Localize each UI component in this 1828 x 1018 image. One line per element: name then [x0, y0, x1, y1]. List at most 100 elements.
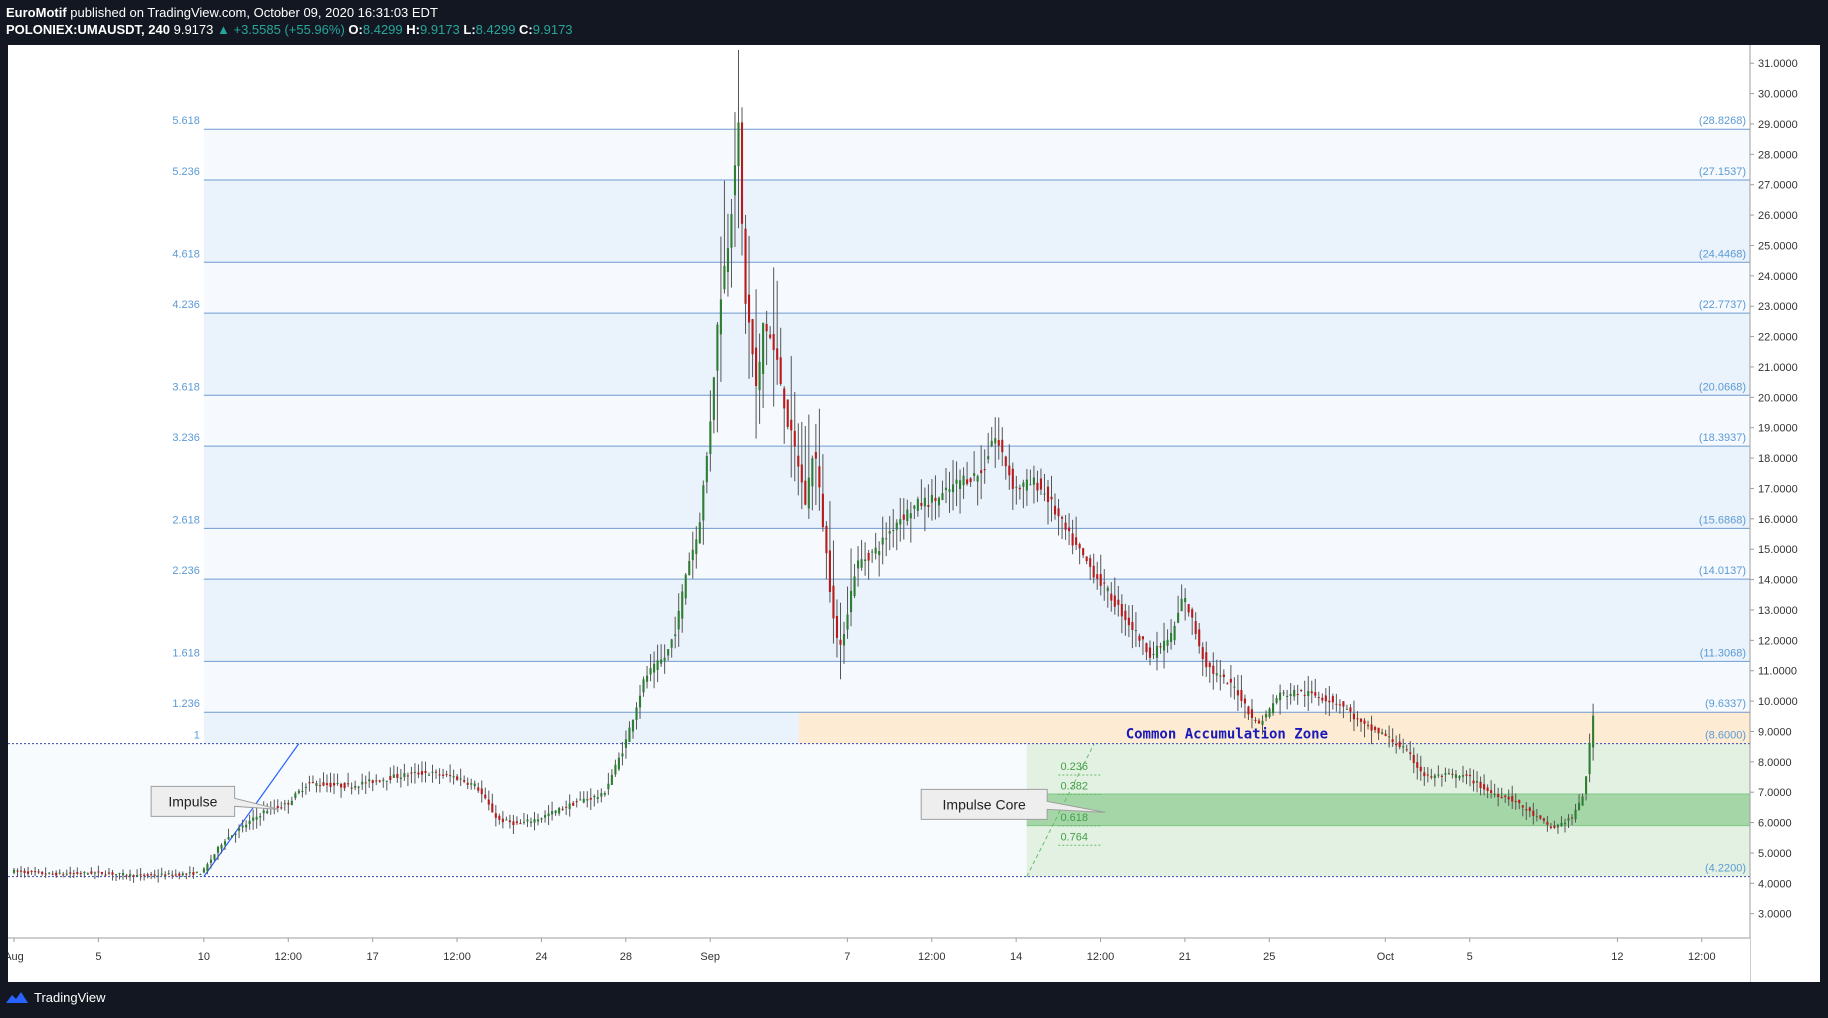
candle-body: [899, 519, 902, 525]
y-tick-label: 9.0000: [1758, 726, 1792, 738]
candle-body: [230, 835, 234, 838]
candle-body: [1243, 698, 1246, 704]
y-tick-label: 20.0000: [1758, 392, 1798, 404]
candle-body: [1043, 493, 1046, 495]
impulse-core-band: [1026, 794, 1750, 826]
candle-body: [248, 820, 251, 825]
close-value: 9.9173: [532, 22, 573, 37]
candle-body: [1405, 749, 1408, 751]
candle-body: [1071, 533, 1074, 546]
candle-body: [1321, 697, 1324, 701]
candle-body: [79, 873, 82, 875]
y-tick-label: 24.0000: [1758, 271, 1798, 283]
candle-body: [114, 874, 118, 876]
y-tick-label: 17.0000: [1758, 483, 1798, 495]
candle-body: [1486, 787, 1489, 792]
candle-body: [846, 614, 849, 630]
candle-body: [202, 868, 205, 873]
candle-body: [399, 777, 402, 779]
candle-body: [1345, 708, 1348, 710]
candle-body: [1444, 773, 1447, 775]
candle-body: [994, 438, 997, 444]
symbol-label[interactable]: POLONIEX:UMAUSDT, 240: [6, 22, 170, 37]
candle-body: [1535, 816, 1538, 818]
candle-body: [76, 872, 79, 874]
candle-body: [143, 874, 146, 876]
candle-body: [1166, 639, 1169, 646]
candle-body: [1124, 610, 1127, 621]
candle-body: [1039, 478, 1043, 490]
x-tick-label: 7: [844, 951, 850, 963]
candle-body: [874, 547, 877, 554]
candle-body: [1504, 795, 1507, 797]
candle-body: [533, 819, 536, 823]
candle-body: [104, 874, 107, 876]
candle-body: [797, 455, 800, 467]
candle-body: [522, 821, 526, 823]
candle-body: [776, 348, 779, 360]
candle-body: [888, 531, 891, 534]
candle-body: [438, 774, 441, 776]
candle-body: [786, 399, 789, 427]
candle-body: [702, 485, 705, 521]
candle-body: [825, 525, 828, 554]
candle-body: [519, 823, 522, 825]
candle-body: [1546, 821, 1549, 825]
candle-body: [529, 821, 533, 823]
candle-body: [1359, 718, 1363, 722]
fib-price-label: (22.7737): [1699, 299, 1746, 311]
candle-body: [69, 872, 72, 874]
candle-body: [551, 811, 554, 815]
fib-ratio-label: 5.618: [172, 115, 200, 127]
candle-body: [1430, 776, 1433, 778]
candle-body: [1229, 678, 1232, 683]
y-tick-label: 8.0000: [1758, 757, 1792, 769]
author-name[interactable]: EuroMotif: [6, 5, 67, 20]
candle-body: [132, 875, 135, 877]
candle-body: [769, 334, 772, 338]
candle-body: [572, 802, 575, 806]
candle-body: [596, 797, 599, 799]
candle-body: [1338, 704, 1341, 706]
candle-body: [1131, 622, 1134, 630]
impulse-line: [203, 743, 300, 877]
candle-body: [86, 873, 89, 875]
candle-body: [1134, 630, 1137, 632]
tradingview-logo-icon[interactable]: [6, 991, 28, 1005]
candle-body: [1416, 762, 1419, 768]
candle-body: [308, 782, 311, 784]
y-tick-label: 22.0000: [1758, 332, 1798, 344]
candle-body: [723, 265, 726, 290]
candle-body: [19, 870, 23, 872]
candle-body: [959, 480, 962, 489]
fib-price-label: (27.1537): [1699, 166, 1746, 178]
candle-body: [477, 787, 480, 791]
y-tick-label: 18.0000: [1758, 453, 1798, 465]
close-label: C:: [519, 22, 533, 37]
candle-body: [178, 873, 181, 876]
candle-body: [1032, 477, 1035, 485]
candle-body: [280, 807, 283, 809]
x-tick-label: 5: [95, 951, 101, 963]
candle-body: [670, 639, 673, 648]
candle-body: [677, 610, 680, 630]
candle-body: [1560, 822, 1563, 827]
fib-ratio-label: 3.236: [172, 432, 200, 444]
candle-body: [944, 487, 948, 491]
x-tick-label: 24: [535, 951, 547, 963]
price-chart[interactable]: 0.236 0.382 0.618 0.764 1 (8.6000) 1.236 (9.633…: [8, 45, 1820, 982]
brand-name[interactable]: TradingView: [34, 990, 106, 1005]
candle-body: [705, 456, 708, 483]
fib-price-label: (20.0668): [1699, 381, 1746, 393]
candle-body: [804, 480, 807, 505]
candle-body: [772, 333, 775, 351]
candle-body: [934, 497, 937, 502]
y-tick-label: 21.0000: [1758, 362, 1798, 374]
candle-body: [1106, 587, 1109, 592]
y-tick-label: 13.0000: [1758, 605, 1798, 617]
candle-body: [1029, 484, 1032, 486]
candle-body: [1286, 696, 1289, 698]
candle-body: [586, 799, 589, 801]
candle-body: [610, 774, 613, 785]
candle-body: [129, 874, 132, 877]
